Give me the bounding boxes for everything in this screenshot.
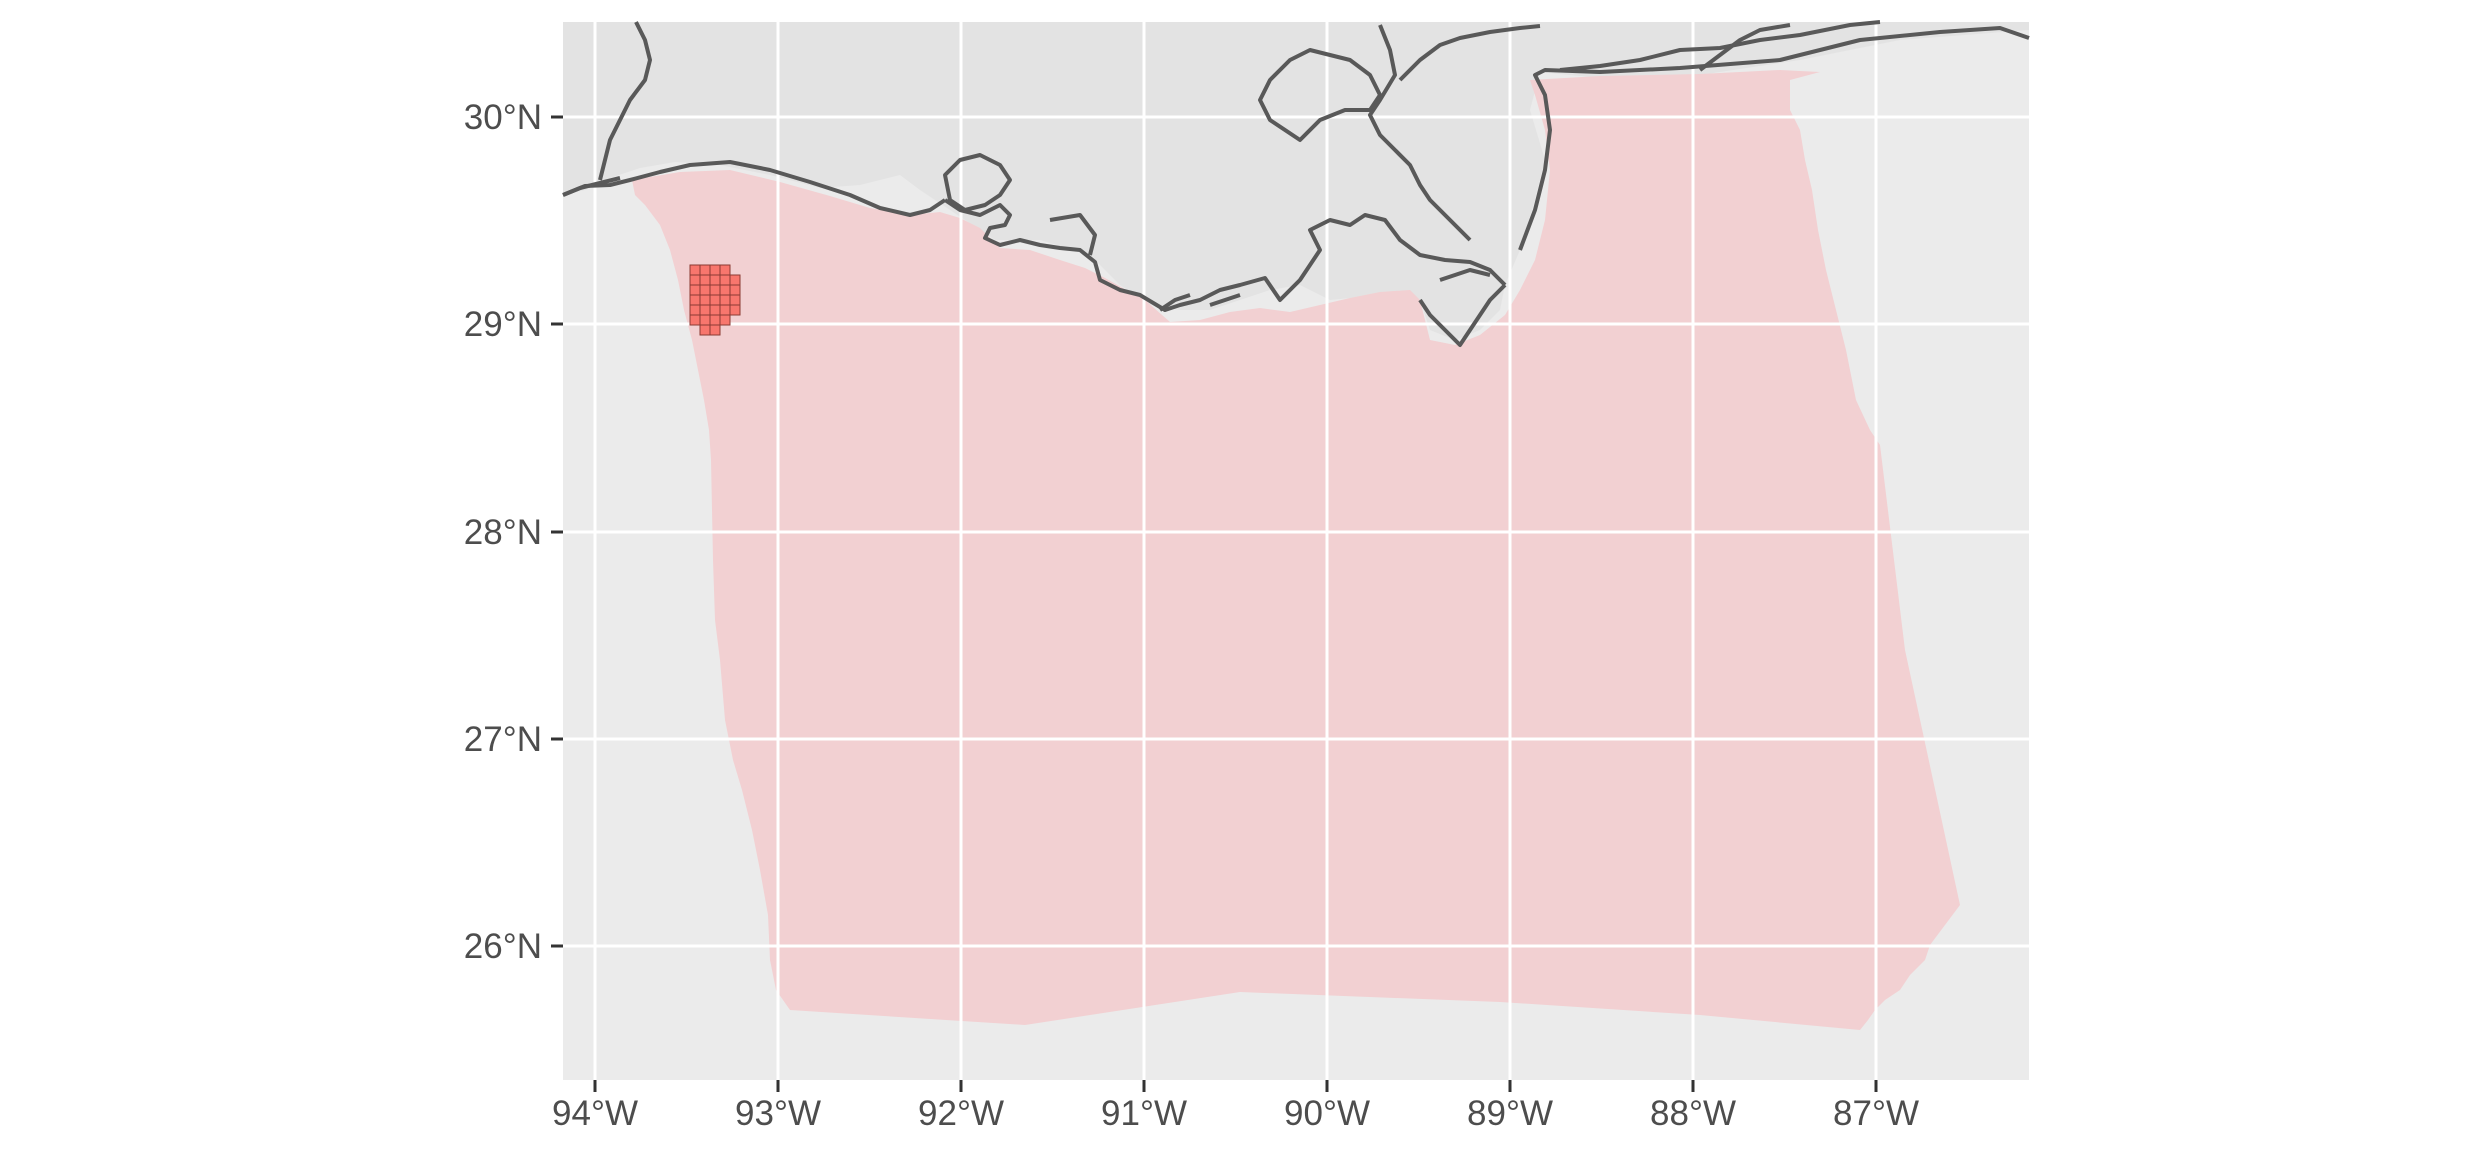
y-tick-label: 30°N (464, 98, 542, 137)
grid-cell (719, 304, 731, 316)
grid-cell (699, 294, 711, 306)
grid-cell (699, 324, 711, 336)
y-tick-label: 28°N (464, 513, 542, 552)
x-tick-label: 93°W (735, 1094, 821, 1133)
grid-cell (689, 264, 701, 276)
x-tick-label: 90°W (1284, 1094, 1370, 1133)
grid-cell (729, 284, 741, 296)
x-tick-label: 87°W (1833, 1094, 1919, 1133)
land-polygon (563, 22, 2029, 340)
grid-cell (709, 294, 721, 306)
grid-cell (719, 274, 731, 286)
coastline (562, 20, 2030, 347)
x-tick-label: 94°W (552, 1094, 638, 1133)
grid-cell (699, 284, 711, 296)
grid-cell (729, 304, 741, 316)
grid-cell (719, 264, 731, 276)
y-tick-label: 27°N (464, 720, 542, 759)
y-tick-label: 29°N (464, 305, 542, 344)
grid-cell (699, 314, 711, 326)
x-tick-label: 88°W (1650, 1094, 1736, 1133)
y-tick-label: 26°N (464, 927, 542, 966)
study-area-polygon (632, 70, 1960, 1030)
grid-cell (709, 284, 721, 296)
x-tick-label: 89°W (1467, 1094, 1553, 1133)
grid-cell (709, 274, 721, 286)
axis-ticks (551, 115, 1878, 1092)
grid-cell (699, 264, 711, 276)
grid-cell (699, 304, 711, 316)
x-axis-labels: 94°W 93°W 92°W 91°W 90°W 89°W 88°W 87°W (552, 1094, 1919, 1133)
x-tick-label: 91°W (1101, 1094, 1187, 1133)
gridlines (563, 22, 2029, 1080)
grid-cell (729, 274, 741, 286)
grid-cell (689, 294, 701, 306)
grid-cell (709, 314, 721, 326)
y-axis-labels: 30°N 29°N 28°N 27°N 26°N (464, 98, 542, 966)
grid-cell (709, 304, 721, 316)
grid-cell (719, 294, 731, 306)
grid-cell (729, 294, 741, 306)
grid-cells (689, 264, 741, 336)
grid-cell (719, 284, 731, 296)
grid-cell (699, 274, 711, 286)
grid-cell (689, 314, 701, 326)
grid-cell (709, 324, 721, 336)
grid-cell (689, 284, 701, 296)
grid-cell (719, 314, 731, 326)
x-tick-label: 92°W (918, 1094, 1004, 1133)
grid-cell (689, 304, 701, 316)
grid-cell (689, 274, 701, 286)
grid-cell (709, 264, 721, 276)
